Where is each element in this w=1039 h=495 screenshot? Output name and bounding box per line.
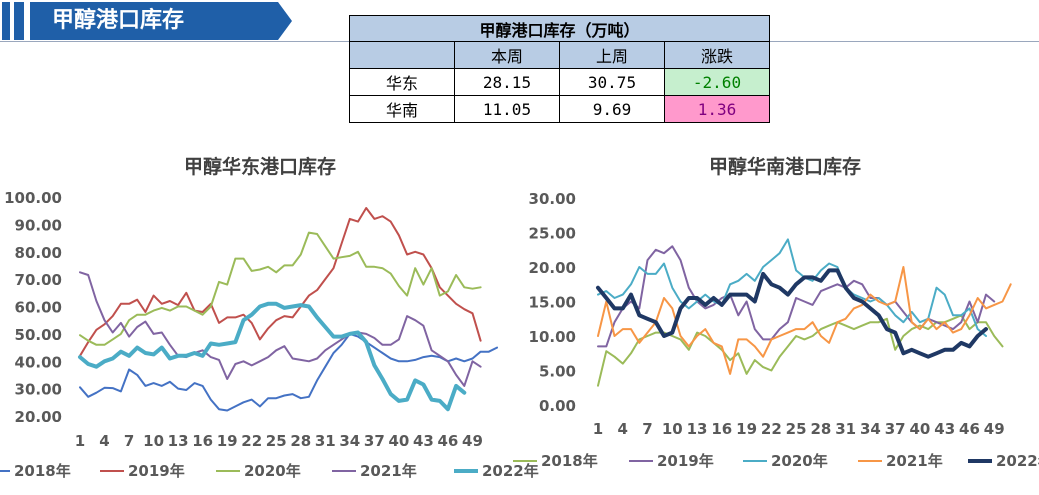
table-title: 甲醇港口库存（万吨）: [349, 15, 770, 42]
x-tick-label: 28: [810, 420, 831, 438]
x-tick-label: 43: [934, 420, 955, 438]
x-tick-label: 43: [413, 432, 434, 450]
header-accent-bar: [14, 2, 24, 40]
x-tick-label: 7: [642, 420, 652, 438]
series-line-2020年: [597, 238, 987, 337]
x-tick-label: 13: [168, 432, 189, 450]
x-tick-label: 13: [687, 420, 708, 438]
series-line-2022年: [596, 268, 988, 359]
x-tick-label: 34: [860, 420, 881, 438]
series-line-2019年: [79, 207, 482, 357]
page-title: 甲醇港口库存: [52, 8, 185, 33]
south-last-week: 9.69: [559, 95, 665, 123]
x-tick-label: 7: [124, 432, 134, 450]
x-tick-label: 16: [711, 420, 732, 438]
legend-label: 2019年: [657, 452, 714, 470]
series-line-2018年: [597, 314, 1004, 387]
south-this-week: 11.05: [454, 95, 560, 123]
legend-label: 2022年: [996, 452, 1039, 470]
table-header-this-week: 本周: [454, 41, 560, 69]
x-tick-label: 46: [438, 432, 459, 450]
table-row: 华南 11.05 9.69 1.36: [349, 95, 770, 123]
y-tick-label: 0.00: [539, 397, 576, 415]
y-tick-label: 40.00: [15, 353, 62, 371]
x-tick-label: 22: [761, 420, 782, 438]
y-tick-label: 60.00: [15, 299, 62, 317]
y-tick-label: 30.00: [15, 381, 62, 399]
chart-title-south: 甲醇华南港口库存: [708, 156, 861, 178]
table-header-change: 涨跌: [664, 41, 770, 69]
y-tick-label: 50.00: [15, 326, 62, 344]
x-tick-label: 37: [364, 432, 385, 450]
table-title-row: 甲醇港口库存（万吨）: [349, 15, 770, 42]
row-label-south: 华南: [349, 95, 455, 123]
legend-label: 2021年: [360, 462, 417, 480]
header-accent-bar: [2, 2, 10, 40]
legend-label: 2019年: [128, 462, 185, 480]
legend-label: 2021年: [886, 452, 943, 470]
y-tick-label: 5.00: [539, 363, 576, 381]
table-header-blank: [349, 41, 455, 69]
series-line-2021年: [597, 266, 1012, 375]
x-tick-label: 31: [835, 420, 856, 438]
x-tick-label: 19: [736, 420, 757, 438]
x-tick-label: 25: [786, 420, 807, 438]
x-tick-label: 4: [618, 420, 628, 438]
x-tick-label: 49: [462, 432, 483, 450]
y-tick-label: 30.00: [529, 190, 576, 208]
east-change: -2.60: [664, 68, 770, 96]
y-tick-label: 80.00: [15, 244, 62, 262]
table-row: 华东 28.15 30.75 -2.60: [349, 68, 770, 96]
chart-title-east: 甲醇华东港口库存: [183, 156, 336, 178]
table-header-last-week: 上周: [559, 41, 665, 69]
y-tick-label: 100.00: [4, 189, 62, 207]
x-tick-label: 46: [959, 420, 980, 438]
x-tick-label: 28: [290, 432, 311, 450]
x-tick-label: 10: [143, 432, 164, 450]
series-line-2022年: [78, 301, 467, 412]
y-tick-label: 70.00: [15, 271, 62, 289]
x-tick-label: 37: [885, 420, 906, 438]
y-tick-label: 90.00: [15, 216, 62, 234]
row-label-east: 华东: [349, 68, 455, 96]
x-tick-label: 40: [910, 420, 931, 438]
legend-label: 2022年: [482, 462, 539, 480]
x-tick-label: 4: [99, 432, 109, 450]
series-line-2020年: [79, 231, 482, 346]
legend-label: 2018年: [541, 452, 598, 470]
x-tick-label: 31: [315, 432, 336, 450]
x-tick-label: 1: [75, 432, 85, 450]
y-tick-label: 20.00: [529, 259, 576, 277]
x-tick-label: 1: [593, 420, 603, 438]
x-tick-label: 10: [662, 420, 683, 438]
y-tick-label: 25.00: [529, 225, 576, 243]
header-banner: 甲醇港口库存: [30, 2, 292, 40]
x-tick-label: 16: [192, 432, 213, 450]
series-line-2021年: [79, 271, 482, 387]
x-tick-label: 19: [217, 432, 238, 450]
y-tick-label: 15.00: [529, 294, 576, 312]
x-tick-label: 49: [984, 420, 1005, 438]
y-tick-label: 10.00: [529, 328, 576, 346]
series-line-2018年: [79, 332, 498, 412]
south-change: 1.36: [664, 95, 770, 123]
y-tick-label: 20.00: [15, 408, 62, 426]
inventory-table: 甲醇港口库存（万吨） 本周 上周 涨跌 华东 28.15 30.75 -2.60…: [349, 15, 770, 123]
x-tick-label: 40: [388, 432, 409, 450]
legend-label: 2018年: [14, 462, 71, 480]
x-tick-label: 25: [266, 432, 287, 450]
legend-label: 2020年: [771, 452, 828, 470]
table-header-row: 本周 上周 涨跌: [349, 41, 770, 69]
x-tick-label: 34: [339, 432, 360, 450]
east-this-week: 28.15: [454, 68, 560, 96]
legend-label: 2020年: [244, 462, 301, 480]
x-tick-label: 22: [241, 432, 262, 450]
